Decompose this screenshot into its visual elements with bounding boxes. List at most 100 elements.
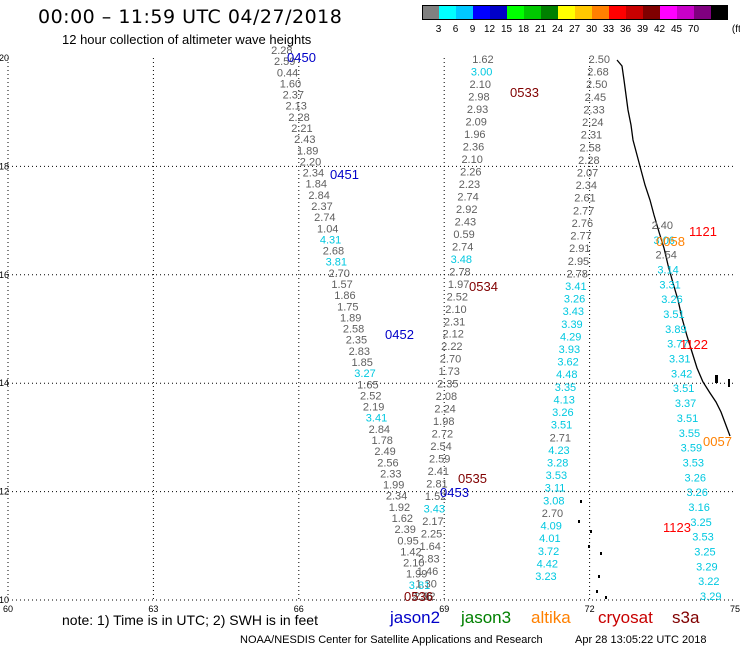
wave-height-value: 2.36 [463,141,484,153]
wave-height-value: 2.68 [587,67,608,79]
scale-label: 24 [551,24,564,35]
scale-label: 12 [483,24,496,35]
wave-height-value: 3.22 [698,576,719,588]
wave-height-value: 1.46 [417,566,438,578]
wave-height-value: 1.96 [464,129,485,141]
y-tick-label: 14 [0,378,9,388]
pass-time-label: 0533 [510,85,539,100]
wave-height-value: 1.64 [420,541,441,553]
x-tick-label: 63 [148,604,158,614]
wave-height-value: 2.10 [461,154,482,166]
wave-height-value: 0.59 [453,229,474,241]
island-mark [578,520,580,523]
wave-height-value: 2.32 [414,591,435,603]
island-mark [580,500,582,503]
wave-height-value: 1.89 [297,145,318,157]
wave-height-value: 2.28 [578,155,599,167]
wave-height-value: 2.45 [585,92,606,104]
scale-swatch [456,5,473,20]
scale-swatch [592,5,609,20]
wave-height-value: 2.41 [428,466,449,478]
scale-label: 15 [500,24,513,35]
wave-height-value: 3.39 [561,319,582,331]
wave-height-value: 2.58 [343,324,364,336]
wave-height-value: 2.21 [291,123,312,135]
wave-height-value: 2.37 [283,90,304,102]
wave-height-value: 3.26 [685,472,706,484]
wave-height-value: 3.26 [564,294,585,306]
wave-height-value: 2.19 [363,402,384,414]
wave-height-value: 2.84 [308,190,329,202]
wave-height-value: 3.35 [555,382,576,394]
wave-height-value: 2.36 [412,591,433,603]
wave-height-value: 2.09 [465,116,486,128]
wave-height-value: 2.70 [328,268,349,280]
wave-height-value: 2.10 [470,79,491,91]
wave-height-value: 1.99 [383,480,404,492]
credit-text: NOAA/NESDIS Center for Satellite Applica… [240,634,543,646]
pass-time-label: 1122 [680,337,708,352]
wave-height-value: 3.06 [654,235,675,247]
wave-height-value: 1.78 [372,435,393,447]
wave-height-value: 2.24 [582,117,603,129]
wave-height-value: 2.33 [583,104,604,116]
wave-height-value: 2.70 [440,354,461,366]
wave-height-value: 1.89 [340,312,361,324]
scale-swatch [677,5,694,20]
wave-height-value: 3.37 [675,398,696,410]
scale-label: 21 [534,24,547,35]
wave-height-value: 2.56 [377,457,398,469]
wave-height-value: 3.77 [667,339,688,351]
wave-height-value: 2.40 [652,220,673,232]
pass-time-label: 0058 [656,234,685,249]
scale-label: 70 [687,24,700,35]
wave-height-value: 3.55 [679,428,700,440]
wave-height-value: 2.12 [443,329,464,341]
pass-time-label: 0536 [404,589,433,604]
scale-swatch [575,5,592,20]
scale-label: 3 [435,24,442,35]
scale-swatch [507,5,524,20]
scale-label: 42 [653,24,666,35]
wave-height-value: 3.62 [557,357,578,369]
wave-height-value: 3.31 [659,279,680,291]
wave-height-value: 1.57 [331,279,352,291]
footer-note: note: 1) Time is in UTC; 2) SWH is in fe… [62,612,318,628]
wave-height-value: 2.13 [285,101,306,113]
scale-swatch [711,5,728,20]
wave-height-value: 2.39 [394,524,415,536]
wave-height-value: 2.81 [426,479,447,491]
wave-height-value: 1.97 [448,279,469,291]
scale-swatch [490,5,507,20]
wave-height-value: 2.78 [566,268,587,280]
wave-height-value: 2.59 [429,454,450,466]
wave-height-value: 2.17 [422,516,443,528]
scale-unit: (ft) [731,24,740,35]
scale-label: 36 [619,24,632,35]
scale-label: 39 [636,24,649,35]
wave-height-value: 3.59 [681,443,702,455]
wave-height-value: 4.29 [560,331,581,343]
wave-height-value: 0.95 [397,535,418,547]
y-tick-label: 10 [0,595,9,605]
wave-height-value: 2.50 [589,54,610,66]
wave-height-value: 3.42 [671,368,692,380]
scale-label: 45 [670,24,683,35]
wave-height-value: 1.62 [472,54,493,66]
wave-height-value: 3.28 [547,458,568,470]
wave-height-value: 3.89 [665,324,686,336]
wave-height-value: 2.83 [418,554,439,566]
wave-height-value: 2.07 [577,167,598,179]
scale-swatch [643,5,660,20]
wave-height-value: 2.84 [369,424,390,436]
wave-height-value: 3.72 [538,546,559,558]
wave-height-value: 3.53 [692,532,713,544]
wave-height-value: 1.52 [425,491,446,503]
wave-height-value: 3.81 [409,580,430,592]
wave-height-value: 2.50 [586,79,607,91]
wave-height-value: 2.22 [441,341,462,353]
wave-height-value: 2.92 [456,204,477,216]
scale-swatch [439,5,456,20]
island-mark [588,545,590,548]
wave-height-value: 3.14 [657,265,678,277]
